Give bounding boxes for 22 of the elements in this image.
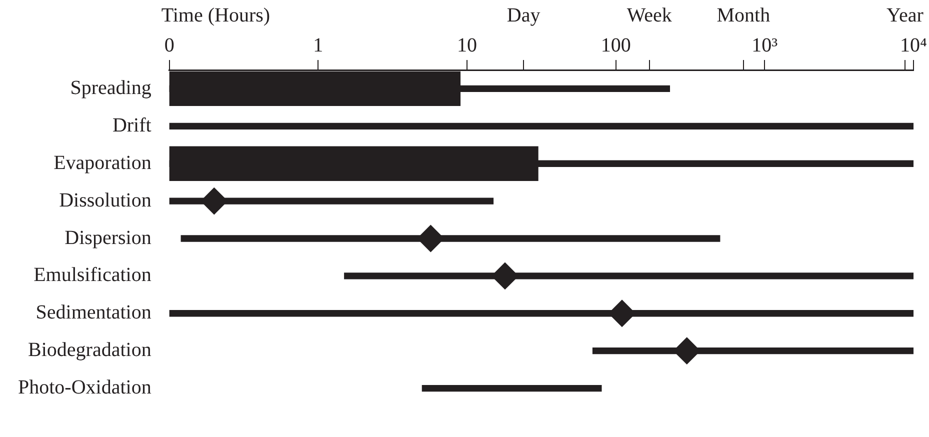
- x-tick-label: 10: [457, 34, 478, 56]
- x-tick-label: 10⁴: [900, 34, 928, 56]
- y-tick-label: Sedimentation: [36, 302, 152, 324]
- bar: [422, 384, 602, 392]
- x-tick-label: 100: [600, 34, 631, 56]
- y-tick-label: Biodegradation: [28, 339, 152, 362]
- x-tick-label: 1: [313, 34, 324, 56]
- bar: [169, 122, 914, 130]
- text: Month: [716, 4, 770, 26]
- y-tick-label: Photo-Oxidation: [18, 376, 152, 399]
- y-tick-label: Drift: [112, 114, 152, 136]
- y-tick-label: Evaporation: [54, 152, 152, 174]
- y-tick-label: Dissolution: [59, 189, 152, 212]
- text: Day: [506, 4, 540, 26]
- text: Year: [886, 4, 924, 26]
- x-tick-label: 0: [164, 34, 174, 56]
- y-tick-label: Emulsification: [34, 264, 152, 286]
- x-axis-title: Time (Hours): [161, 4, 270, 26]
- y-tick-label: Spreading: [70, 76, 152, 99]
- text: Week: [626, 4, 672, 26]
- y-tick-label: Dispersion: [64, 226, 152, 249]
- x-tick-label: 10³: [752, 34, 778, 56]
